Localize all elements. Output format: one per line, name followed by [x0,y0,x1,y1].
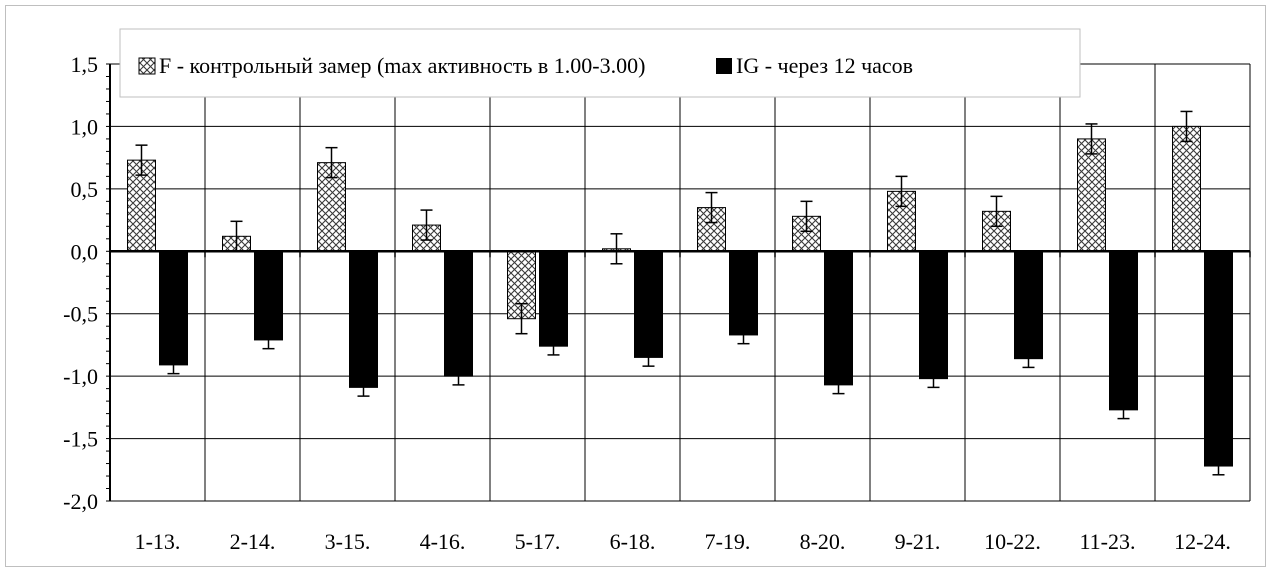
bar-ig [1204,250,1233,467]
bar-ig [1014,250,1043,360]
bar-f [1077,138,1106,252]
x-tick-label: 8-20. [800,529,846,554]
x-tick-label: 5-17. [515,529,561,554]
bar-ig [824,250,853,386]
legend-swatch-ig [716,58,732,74]
x-tick-label: 1-13. [135,529,181,554]
y-tick-label: -2,0 [63,489,98,514]
legend-swatch-f [138,57,156,75]
bar-ig [729,250,758,336]
axes [106,63,1251,502]
x-tick-label: 10-22. [984,529,1041,554]
legend: F - контрольный замер (max активность в … [119,28,1081,98]
chart-frame [5,5,1266,567]
tick-labels: 1,5 1,0 0,5 0,0 -0,5 -1,0 -1,5 -2,0 1-13. 2-14. 3-… [63,52,1231,554]
bar-ig [1109,250,1138,411]
y-tick-label: 1,5 [71,52,99,77]
x-tick-label: 2-14. [230,529,276,554]
bar-ig [539,250,568,347]
bar-ig [349,250,378,388]
x-tick-label: 7-19. [705,529,751,554]
x-tick-label: 9-21. [895,529,941,554]
x-tick-label: 3-15. [325,529,371,554]
bar-f [1172,125,1201,252]
y-tick-label: -1,5 [63,427,98,452]
y-tick-label: -0,5 [63,302,98,327]
bars [127,110,1233,476]
x-tick-label: 4-16. [420,529,466,554]
x-tick-label: 6-18. [610,529,656,554]
legend-box [119,28,1081,98]
bar-ig [919,250,948,380]
x-tick-label: 11-23. [1079,529,1135,554]
y-tick-label: 0,0 [71,239,99,264]
legend-label-ig: IG - через 12 часов [736,53,913,78]
bar-f [982,210,1011,252]
bar-ig [634,250,663,358]
y-tick-label: -1,0 [63,364,98,389]
bar-ig [254,250,283,341]
x-tick-label: 12-24. [1174,529,1231,554]
y-tick-label: 1,0 [71,114,99,139]
bar-ig [159,250,188,366]
bar-ig [444,250,473,377]
legend-label-f: F - контрольный замер (max активность в … [159,53,645,78]
y-tick-label: 0,5 [71,177,99,202]
